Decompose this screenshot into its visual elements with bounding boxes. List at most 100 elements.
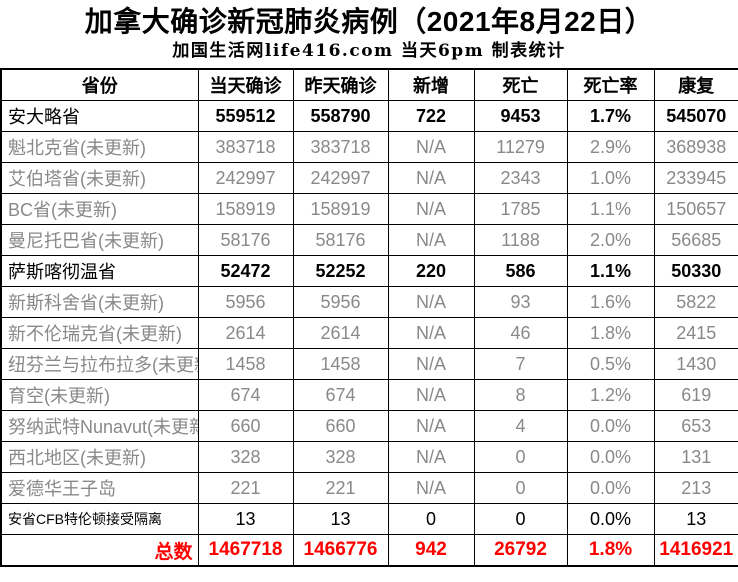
cell-new: N/A <box>387 162 475 194</box>
cell-recovered: 13 <box>653 503 738 535</box>
cell-province: 新不伦瑞克省(未更新) <box>0 317 199 349</box>
cell-death-rate: 1.1% <box>566 193 655 225</box>
table-row: 魁北克省(未更新) 383718 383718 N/A 11279 2.9% 3… <box>0 131 738 163</box>
col-header-yesterday: 昨天确诊 <box>292 68 389 101</box>
page-title: 加拿大确诊新冠肺炎病例（2021年8月22日） <box>84 6 654 37</box>
cell-yesterday: 558790 <box>292 100 389 132</box>
cell-deaths: 93 <box>473 286 568 318</box>
cell-recovered: 545070 <box>653 100 738 132</box>
cell-recovered: 233945 <box>653 162 738 194</box>
cell-yesterday: 158919 <box>292 193 389 225</box>
cell-new: N/A <box>387 193 475 225</box>
cell-yesterday: 383718 <box>292 131 389 163</box>
cell-yesterday: 1458 <box>292 348 389 380</box>
cell-new: N/A <box>387 441 475 473</box>
cell-death-rate: 1.6% <box>566 286 655 318</box>
cell-death-rate: 1.2% <box>566 379 655 411</box>
cell-deaths: 2343 <box>473 162 568 194</box>
cell-death-rate: 2.0% <box>566 224 655 256</box>
cell-recovered: 653 <box>653 410 738 442</box>
cell-new: 220 <box>387 255 475 287</box>
cell-new: N/A <box>387 131 475 163</box>
total-cell-death-rate: 1.8% <box>566 534 655 567</box>
col-header-deaths: 死亡 <box>473 68 568 101</box>
total-cell-today: 1467718 <box>197 534 294 567</box>
cell-province: 安大略省 <box>0 100 199 132</box>
table-row: 安省CFB特伦顿接受隔离 13 13 0 0 0.0% 13 <box>0 503 738 535</box>
cell-today: 328 <box>197 441 294 473</box>
total-cell-deaths: 26792 <box>473 534 568 567</box>
cell-death-rate: 0.0% <box>566 441 655 473</box>
cell-new: N/A <box>387 379 475 411</box>
cell-recovered: 213 <box>653 472 738 504</box>
total-cell-new: 942 <box>387 534 475 567</box>
cell-province: 纽芬兰与拉布拉多(未更新) <box>0 348 199 380</box>
cell-province: 努纳武特Nunavut(未更新) <box>0 410 199 442</box>
total-label: 总数 <box>0 534 199 567</box>
cell-deaths: 9453 <box>473 100 568 132</box>
cell-yesterday: 660 <box>292 410 389 442</box>
cell-recovered: 131 <box>653 441 738 473</box>
cell-new: N/A <box>387 317 475 349</box>
cell-deaths: 46 <box>473 317 568 349</box>
cell-yesterday: 242997 <box>292 162 389 194</box>
cell-recovered: 1430 <box>653 348 738 380</box>
cell-today: 559512 <box>197 100 294 132</box>
cell-yesterday: 52252 <box>292 255 389 287</box>
cell-recovered: 5822 <box>653 286 738 318</box>
cell-death-rate: 1.0% <box>566 162 655 194</box>
cell-today: 58176 <box>197 224 294 256</box>
cell-yesterday: 328 <box>292 441 389 473</box>
cell-today: 242997 <box>197 162 294 194</box>
cell-death-rate: 1.7% <box>566 100 655 132</box>
cell-province: BC省(未更新) <box>0 193 199 225</box>
cell-deaths: 0 <box>473 441 568 473</box>
cell-province: 爱德华王子岛 <box>0 472 199 504</box>
cell-recovered: 150657 <box>653 193 738 225</box>
table-row: 西北地区(未更新) 328 328 N/A 0 0.0% 131 <box>0 441 738 473</box>
col-header-death-rate: 死亡率 <box>566 68 655 101</box>
cell-new: N/A <box>387 410 475 442</box>
cell-new: N/A <box>387 224 475 256</box>
table-row: 萨斯喀彻温省 52472 52252 220 586 1.1% 50330 <box>0 255 738 287</box>
cell-today: 158919 <box>197 193 294 225</box>
cell-new: N/A <box>387 348 475 380</box>
cell-deaths: 0 <box>473 503 568 535</box>
cell-new: N/A <box>387 472 475 504</box>
cell-yesterday: 13 <box>292 503 389 535</box>
cell-yesterday: 5956 <box>292 286 389 318</box>
cell-deaths: 8 <box>473 379 568 411</box>
covid-stats-table: 省份 当天确诊 昨天确诊 新增 死亡 死亡率 康复 安大略省 559512 55… <box>0 68 738 567</box>
total-cell-yesterday: 1466776 <box>292 534 389 567</box>
table-row: BC省(未更新) 158919 158919 N/A 1785 1.1% 150… <box>0 193 738 225</box>
cell-today: 2614 <box>197 317 294 349</box>
table-row: 新不伦瑞克省(未更新) 2614 2614 N/A 46 1.8% 2415 <box>0 317 738 349</box>
cell-death-rate: 0.0% <box>566 410 655 442</box>
cell-yesterday: 221 <box>292 472 389 504</box>
cell-recovered: 2415 <box>653 317 738 349</box>
cell-death-rate: 0.0% <box>566 472 655 504</box>
cell-deaths: 1188 <box>473 224 568 256</box>
cell-today: 5956 <box>197 286 294 318</box>
cell-yesterday: 674 <box>292 379 389 411</box>
table-row: 安大略省 559512 558790 722 9453 1.7% 545070 <box>0 100 738 132</box>
cell-recovered: 50330 <box>653 255 738 287</box>
cell-today: 383718 <box>197 131 294 163</box>
cell-province: 西北地区(未更新) <box>0 441 199 473</box>
cell-new: 0 <box>387 503 475 535</box>
cell-yesterday: 2614 <box>292 317 389 349</box>
total-cell-recovered: 1416921 <box>653 534 738 567</box>
cell-death-rate: 2.9% <box>566 131 655 163</box>
header-row: 省份 当天确诊 昨天确诊 新增 死亡 死亡率 康复 <box>0 68 738 101</box>
cell-recovered: 56685 <box>653 224 738 256</box>
cell-deaths: 7 <box>473 348 568 380</box>
table-row: 努纳武特Nunavut(未更新) 660 660 N/A 4 0.0% 653 <box>0 410 738 442</box>
cell-recovered: 619 <box>653 379 738 411</box>
cell-province: 新斯科舍省(未更新) <box>0 286 199 318</box>
total-row: 总数 1467718 1466776 942 26792 1.8% 141692… <box>0 534 738 567</box>
cell-deaths: 586 <box>473 255 568 287</box>
table-row: 育空(未更新) 674 674 N/A 8 1.2% 619 <box>0 379 738 411</box>
cell-death-rate: 1.1% <box>566 255 655 287</box>
cell-deaths: 0 <box>473 472 568 504</box>
cell-new: N/A <box>387 286 475 318</box>
